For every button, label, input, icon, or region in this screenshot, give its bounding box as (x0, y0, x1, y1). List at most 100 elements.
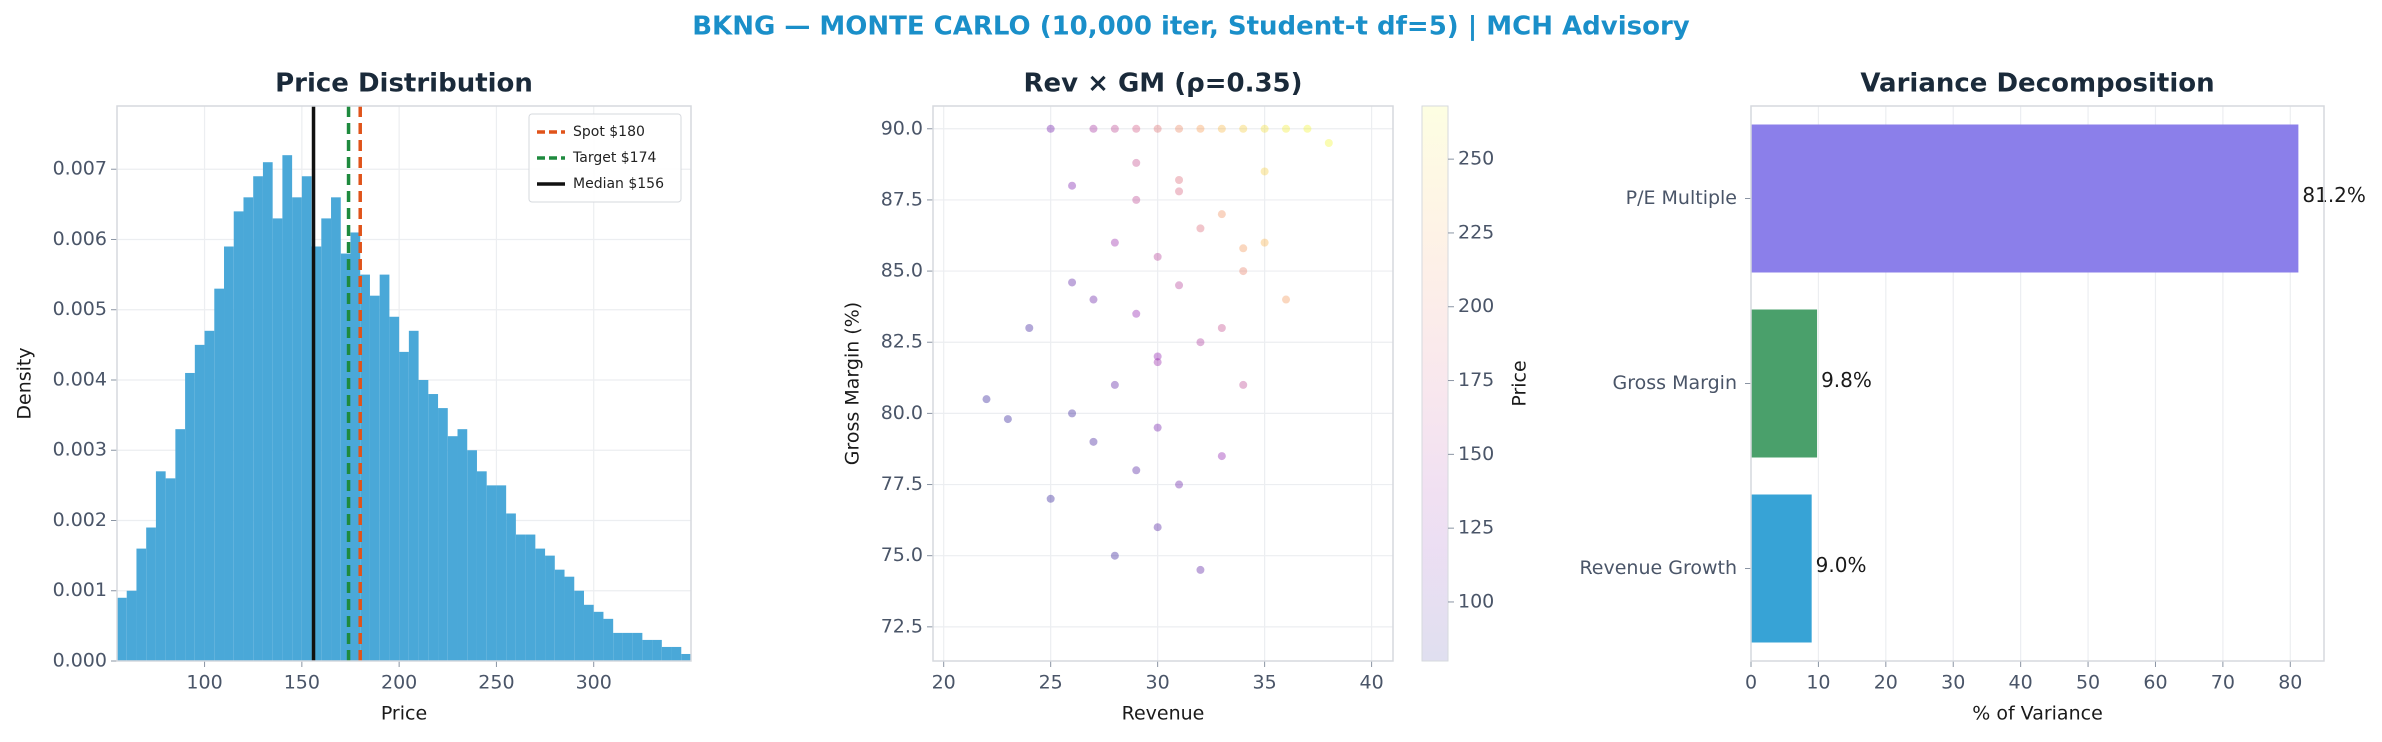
histogram-bar (671, 646, 682, 661)
scatter-point (1089, 437, 1098, 446)
histogram-bar (438, 408, 448, 661)
scatter-point (1153, 252, 1162, 261)
x-tick-label: 70 (2211, 672, 2235, 694)
scatter-point (1282, 295, 1291, 304)
histogram-bar (545, 555, 555, 661)
y-axis-label: Density (14, 347, 36, 419)
scatter-point (1089, 124, 1098, 133)
colorbar-tick-label: 150 (1458, 443, 1494, 465)
histogram-bar (301, 176, 312, 661)
scatter-point (1153, 358, 1162, 367)
scatter-point (1153, 423, 1162, 432)
histogram-bar (457, 429, 468, 661)
y-tick-label: 75.0 (881, 544, 923, 566)
histogram-bar (243, 197, 254, 662)
x-tick-label: 80 (2278, 672, 2302, 694)
histogram-bar (399, 351, 409, 661)
bar-value-label: 9.8% (1821, 368, 1872, 392)
histogram-bar (185, 372, 195, 661)
scatter-point (1303, 124, 1312, 133)
scatter-point (982, 395, 991, 404)
axes-frame (1750, 105, 2325, 662)
histogram-bar (593, 611, 604, 661)
axes-frame (932, 105, 1394, 662)
bar-value-label: 81.2% (2302, 183, 2366, 207)
y-tick-label: 80.0 (881, 402, 923, 424)
colorbar-tick-label: 175 (1458, 369, 1494, 391)
legend-box (528, 113, 682, 203)
histogram-bar (253, 176, 263, 661)
y-tick-label: 87.5 (881, 188, 923, 210)
scatter-point (1175, 480, 1184, 489)
scatter-point (1132, 466, 1141, 475)
scatter-point (1196, 224, 1205, 233)
y-tick-label: 0.006 (53, 228, 107, 250)
x-axis-label: Revenue (1122, 703, 1205, 725)
scatter-point (1110, 380, 1119, 389)
scatter-point (1175, 281, 1184, 290)
scatter-point (1239, 124, 1248, 133)
scatter-point (1282, 124, 1291, 133)
scatter-point (1132, 309, 1141, 318)
histogram-bar (622, 632, 633, 661)
scatter-point (1217, 210, 1226, 219)
histogram-bar (418, 379, 429, 661)
histogram-bar (496, 485, 507, 661)
histogram-bar (506, 513, 516, 661)
legend-label: Median $156 (573, 176, 664, 192)
scatter-point (1068, 181, 1077, 190)
scatter-point (1324, 139, 1333, 147)
scatter-point (1175, 187, 1184, 196)
y-tick-label: 72.5 (881, 615, 923, 637)
figure-title: BKNG — MONTE CARLO (10,000 iter, Student… (692, 12, 1690, 42)
y-tick-label: 77.5 (881, 473, 923, 495)
y-tick-label: 85.0 (881, 260, 923, 282)
histogram-bar (165, 478, 176, 661)
scatter-point (1260, 167, 1269, 176)
panel-title: Rev × GM (ρ=0.35) (1023, 69, 1302, 99)
histogram-bar (272, 218, 283, 661)
scatter-point (1068, 409, 1077, 418)
scatter-point (1239, 267, 1248, 276)
x-tick-label: 150 (284, 672, 320, 694)
histogram-bar (486, 485, 497, 661)
colorbar-tick-label: 250 (1458, 148, 1494, 170)
scatter-point (1153, 523, 1162, 532)
legend-label: Target $174 (572, 150, 656, 166)
histogram-bar (360, 274, 370, 661)
x-tick-label: 30 (1146, 672, 1170, 694)
y-tick-label: 90.0 (881, 117, 923, 139)
histogram-bar (369, 295, 380, 661)
histogram-bar (321, 218, 332, 661)
colorbar-tick-label: 225 (1458, 221, 1494, 243)
scatter-point (1089, 295, 1098, 304)
scatter-point (1132, 158, 1141, 167)
scatter-point (1132, 195, 1141, 204)
y-tick-label: 0.007 (53, 158, 107, 180)
x-tick-label: 35 (1253, 672, 1277, 694)
scatter-point (1239, 244, 1248, 253)
scatter-point (1046, 124, 1055, 133)
histogram-bar (583, 604, 594, 661)
x-tick-label: 100 (186, 672, 222, 694)
bar (1751, 494, 1812, 643)
y-tick-label: 0.005 (53, 298, 107, 320)
histogram-bar (282, 155, 293, 661)
x-tick-label: 0 (1745, 672, 1757, 694)
histogram-bar (554, 569, 565, 661)
histogram-bar (224, 246, 234, 661)
y-axis-label: Gross Margin (%) (842, 302, 864, 465)
x-tick-label: 300 (576, 672, 612, 694)
histogram-bar (603, 618, 614, 661)
histogram-bar (408, 330, 419, 661)
y-tick-label: 0.000 (53, 650, 107, 672)
colorbar-tick-label: 200 (1458, 295, 1494, 317)
scatter-point (1025, 324, 1034, 332)
scatter-point (1196, 565, 1205, 574)
x-tick-label: 20 (1874, 672, 1898, 694)
bar (1751, 124, 2299, 273)
bar-value-label: 9.0% (1816, 553, 1867, 577)
histogram-bar (117, 597, 127, 661)
scatter-point (1068, 278, 1077, 287)
y-tick-label: 0.004 (53, 368, 107, 390)
